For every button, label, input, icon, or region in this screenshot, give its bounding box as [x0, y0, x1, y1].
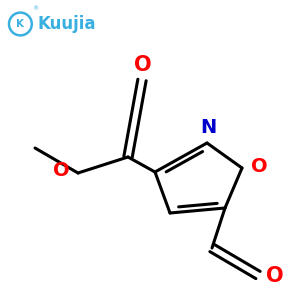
Text: K: K [16, 19, 24, 29]
Text: O: O [251, 157, 268, 176]
Text: N: N [200, 118, 217, 137]
Text: O: O [134, 56, 152, 76]
Text: O: O [266, 266, 284, 286]
Text: Kuujia: Kuujia [37, 15, 96, 33]
Text: ®: ® [32, 6, 39, 11]
Text: O: O [53, 160, 70, 179]
